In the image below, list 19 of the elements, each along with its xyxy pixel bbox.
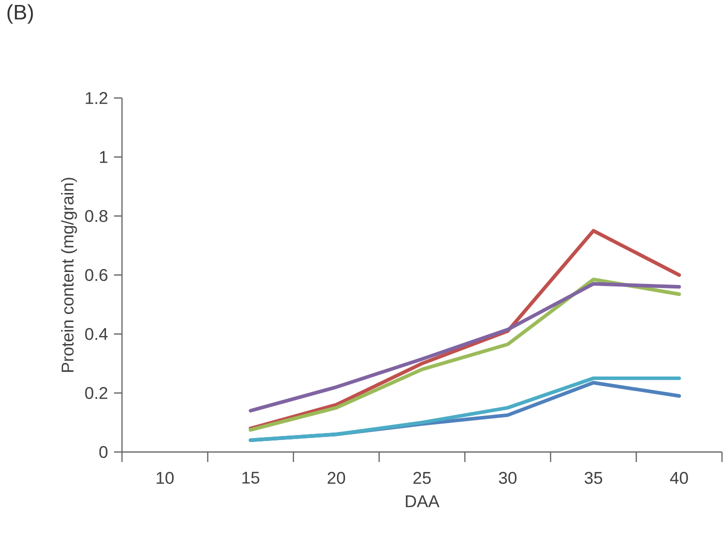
x-tick-label: 40 bbox=[670, 472, 688, 484]
x-tick-label: 25 bbox=[413, 472, 431, 484]
y-tick-label: 1.2 bbox=[86, 92, 108, 104]
x-tick-label: 20 bbox=[328, 472, 346, 484]
x-tick-label: 15 bbox=[242, 472, 260, 484]
x-tick-label: 35 bbox=[584, 472, 602, 484]
y-tick-label: 0.2 bbox=[85, 386, 108, 400]
line-series bbox=[248, 228, 681, 430]
y-tick-label: 1 bbox=[100, 151, 108, 163]
x-tick-label: 30 bbox=[498, 472, 517, 484]
y-tick-label: 0.6 bbox=[85, 268, 108, 282]
y-axis-title: Protein content (mg/grain) bbox=[61, 178, 77, 372]
line-series bbox=[248, 282, 681, 412]
x-tick-label: 10 bbox=[156, 472, 174, 484]
chart-title: (B) bbox=[7, 4, 33, 24]
y-tick-label: 0.8 bbox=[85, 210, 108, 222]
x-axis-title: DAA bbox=[406, 495, 440, 508]
y-tick-label: 0.4 bbox=[85, 328, 108, 340]
y-tick-label: 0 bbox=[99, 446, 108, 458]
